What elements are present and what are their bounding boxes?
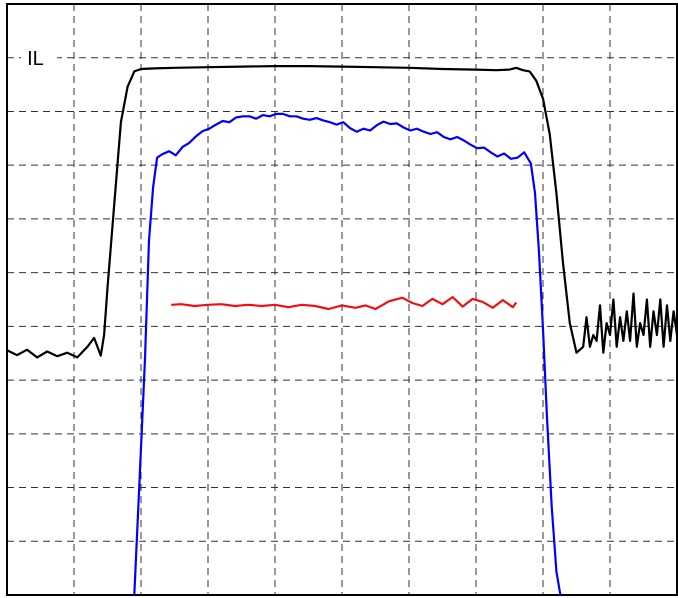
series-line-1 [6, 64, 678, 359]
annotation-layer: IL [21, 43, 58, 70]
annotation-background [21, 43, 58, 70]
series-line-3 [171, 296, 518, 311]
annotation-label-1: IL [27, 48, 44, 70]
grid-lines [7, 4, 677, 595]
series-line-2 [133, 112, 562, 596]
series-layer [6, 64, 678, 596]
plot-frame [6, 3, 678, 596]
